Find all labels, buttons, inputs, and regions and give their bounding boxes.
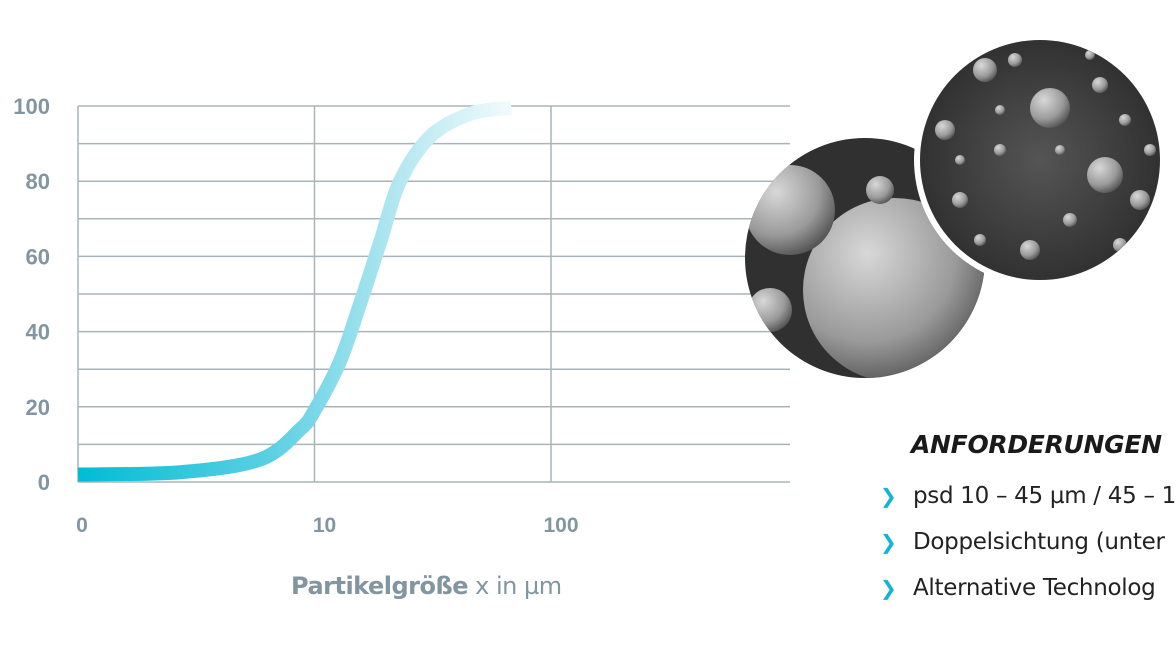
requirement-text: Alternative Technolog [913,575,1156,601]
x-axis-label: Partikelgröße x in µm [291,572,562,600]
particle [974,234,986,246]
y-tick-label: 20 [26,395,50,420]
x-tick-label: 100 [543,514,578,537]
y-tick-label: 60 [26,244,50,269]
chevron-right-icon: ❯ [880,576,897,600]
particle [952,192,968,208]
particle [1030,88,1070,128]
y-tick-label: 80 [26,169,50,194]
y-tick-label: 100 [13,94,50,119]
particle [1092,77,1108,93]
particle [955,155,965,165]
x-tick-label: 0 [76,514,88,537]
cumulative-distribution-line [77,100,513,482]
requirement-item: ❯ psd 10 – 45 µm / 45 – 1 [880,473,1176,519]
particle [1119,114,1131,126]
requirement-item: ❯ Doppelsichtung (unter [880,519,1176,565]
particle [935,120,955,140]
particle [1063,213,1077,227]
particle [973,58,997,82]
x-axis-label-bold: Partikelgröße [291,572,469,600]
requirements-panel: ANFORDERUNGEN ❯ psd 10 – 45 µm / 45 – 1 ❯… [880,430,1176,611]
x-axis-label-unit: x in µm [468,572,562,600]
requirement-text: Doppelsichtung (unter [913,529,1165,555]
particle [1020,240,1040,260]
particle [1130,190,1150,210]
chevron-right-icon: ❯ [880,530,897,554]
particle [1087,157,1123,193]
x-tick-label: 10 [313,514,336,537]
particle [994,144,1006,156]
y-tick-label: 40 [26,320,50,345]
chevron-right-icon: ❯ [880,484,897,508]
requirement-text: psd 10 – 45 µm / 45 – 1 [913,483,1176,509]
particle [1144,144,1156,156]
sem-image-overview [914,34,1166,286]
particle [1055,145,1065,155]
particle [995,105,1005,115]
requirement-item: ❯ Alternative Technolog [880,565,1176,611]
requirements-heading: ANFORDERUNGEN [911,430,1162,459]
particle [1008,53,1022,67]
particle [1085,50,1095,60]
y-tick-label: 0 [38,470,50,495]
